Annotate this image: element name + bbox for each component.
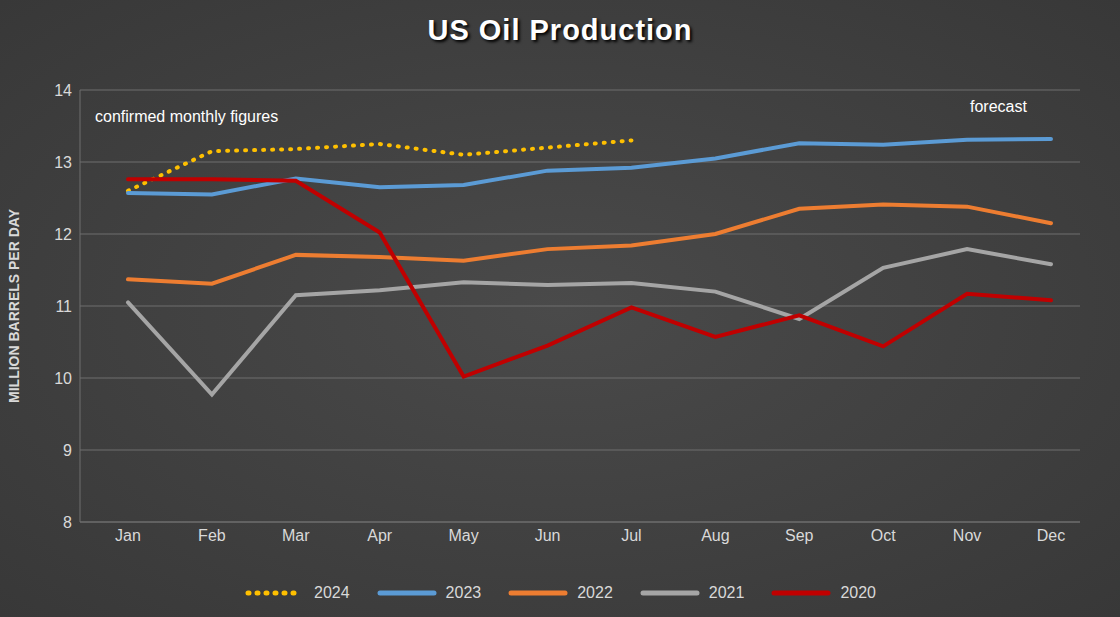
svg-text:MILLION BARRELS PER DAY: MILLION BARRELS PER DAY <box>8 208 22 403</box>
svg-text:14: 14 <box>54 82 72 99</box>
html-text:2023: 2023 <box>445 584 482 601</box>
svg-text:13: 13 <box>54 154 72 171</box>
svg-text:Jul: Jul <box>621 527 641 544</box>
svg-text:May: May <box>449 527 479 544</box>
html-text:2021: 2021 <box>708 584 745 601</box>
svg-text:Mar: Mar <box>282 527 310 544</box>
html-text:US Oil Production: US Oil Production <box>427 14 693 46</box>
svg-text:Oct: Oct <box>871 527 896 544</box>
svg-text:8: 8 <box>63 514 72 531</box>
svg-text:Dec: Dec <box>1037 527 1065 544</box>
html-text:confirmed monthly figures: confirmed monthly figures <box>95 108 279 125</box>
svg-text:Jun: Jun <box>535 527 561 544</box>
svg-text:Aug: Aug <box>701 527 729 544</box>
svg-text:Sep: Sep <box>785 527 814 544</box>
svg-text:Nov: Nov <box>953 527 981 544</box>
html-text:2020: 2020 <box>840 584 876 601</box>
svg-text:11: 11 <box>55 298 72 315</box>
svg-text:12: 12 <box>54 226 72 243</box>
html-text:2024: 2024 <box>314 584 350 601</box>
svg-text:Apr: Apr <box>367 527 393 544</box>
svg-text:9: 9 <box>63 442 72 459</box>
html-text:2022: 2022 <box>577 584 613 601</box>
svg-text:Jan: Jan <box>115 527 141 544</box>
svg-text:Feb: Feb <box>198 527 226 544</box>
svg-text:10: 10 <box>54 370 72 387</box>
html-text:forecast: forecast <box>970 98 1027 115</box>
